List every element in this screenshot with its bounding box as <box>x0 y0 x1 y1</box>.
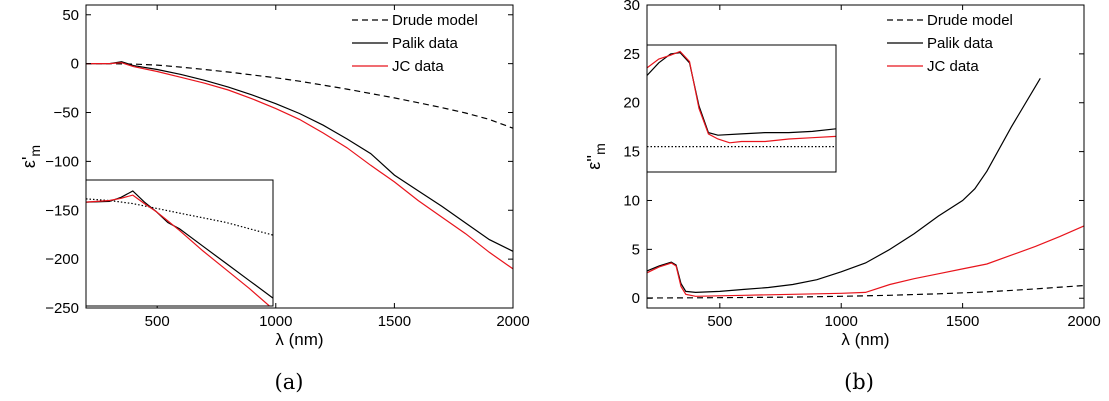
y-axis-label-subscript: m <box>592 143 608 155</box>
x-tick-label: 1500 <box>378 313 411 330</box>
y-tick-label: 50 <box>62 7 79 24</box>
y-axis-label-main: ε' <box>19 157 39 168</box>
inset-series-line-jc-data <box>86 194 271 306</box>
inset-series-line-jc-data <box>647 50 836 144</box>
inset-series-line-palik-data <box>86 190 273 299</box>
y-tick-label: −100 <box>45 153 79 170</box>
y-tick-label: −50 <box>54 105 79 122</box>
inset-lines <box>647 50 836 148</box>
series-line-palik-data <box>86 61 514 252</box>
y-axis-label-main: ε'' <box>584 155 604 170</box>
x-tick-label: 1000 <box>259 313 292 330</box>
x-tick-label: 500 <box>145 313 170 330</box>
y-tick-label: −250 <box>45 300 79 317</box>
panel-b-caption: (b) <box>844 370 874 394</box>
inset-lines <box>86 190 273 306</box>
inset-frame-border <box>646 44 837 173</box>
series-line-drude-model <box>646 284 1085 299</box>
legend-label: Drude model <box>392 12 478 29</box>
y-tick-label: −150 <box>45 202 79 219</box>
y-tick-label: 10 <box>623 192 640 209</box>
x-tick-label: 1000 <box>825 313 858 330</box>
legend-label: Palik data <box>927 35 994 52</box>
series-line-jc-data <box>646 225 1085 297</box>
legend-label: Drude model <box>927 12 1013 29</box>
y-tick-label: 5 <box>632 241 640 258</box>
x-axis-label: λ (nm) <box>841 330 889 349</box>
x-tick-label: 2000 <box>496 313 529 330</box>
inset-frame <box>85 179 274 307</box>
inset-series-line-drude-model <box>86 198 273 236</box>
inset-frame-border <box>85 179 274 307</box>
legend-label: JC data <box>392 58 444 75</box>
panel-a-caption: (a) <box>275 370 304 394</box>
y-axis-label: ε'm <box>19 145 43 168</box>
y-axis-label: ε''m <box>584 143 608 170</box>
x-axis-label: λ (nm) <box>275 330 323 349</box>
y-tick-label: 0 <box>632 290 640 307</box>
y-axis-label-subscript: m <box>27 145 43 157</box>
inset-plot <box>85 179 274 307</box>
y-tick-label: 20 <box>623 95 640 112</box>
y-tick-label: 15 <box>623 144 640 161</box>
x-tick-label: 2000 <box>1067 313 1100 330</box>
series-line-jc-data <box>86 62 514 270</box>
legend-label: JC data <box>927 58 979 75</box>
inset-plot <box>646 44 837 173</box>
y-tick-label: −200 <box>45 251 79 268</box>
y-tick-label: 25 <box>623 46 640 63</box>
x-tick-label: 1500 <box>946 313 979 330</box>
plot-frame <box>85 4 514 309</box>
y-tick-label: 30 <box>623 0 640 14</box>
series-line-drude-model <box>86 62 514 129</box>
y-tick-label: 0 <box>71 56 79 73</box>
legend-label: Palik data <box>392 35 459 52</box>
inset-frame <box>646 44 837 173</box>
panel-b-chart: 500 1000 1500 2000 0 5 10 15 20 25 30 λ (nm) ε''m Dru… <box>584 0 1101 349</box>
x-tick-label: 500 <box>707 313 732 330</box>
